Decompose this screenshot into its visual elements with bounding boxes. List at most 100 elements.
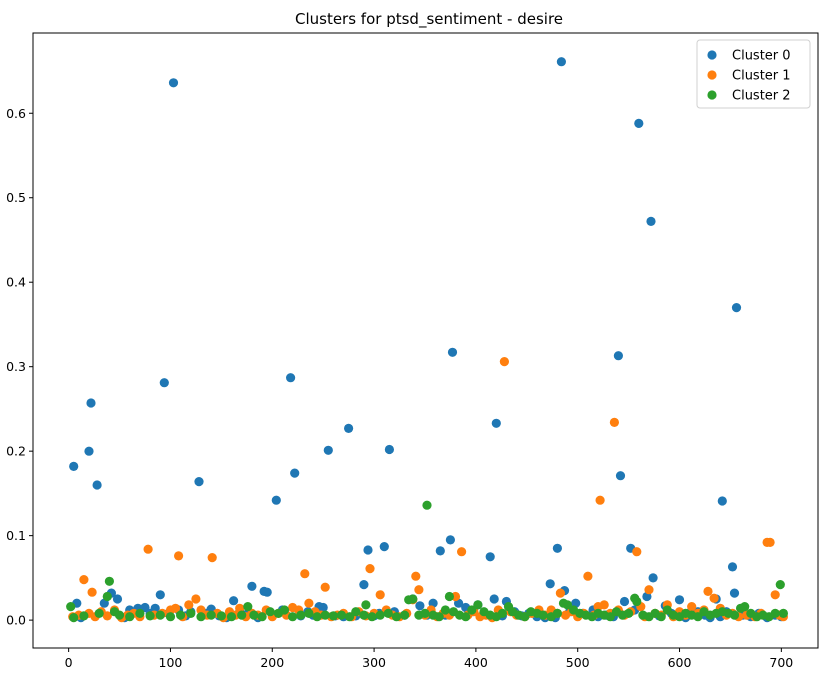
cluster-0-point (69, 461, 79, 471)
cluster-1-point (304, 598, 314, 608)
y-tick-label: 0.6 (6, 106, 26, 121)
cluster-2-point (94, 608, 104, 619)
cluster-2-point (440, 605, 450, 615)
cluster-0-point (485, 552, 495, 562)
cluster-0-point (491, 418, 501, 428)
y-tick-label: 0.5 (6, 190, 26, 205)
cluster-2-point (165, 612, 176, 622)
cluster-0-point (112, 594, 123, 604)
x-tick-label: 600 (668, 655, 692, 670)
cluster-0-point (323, 445, 333, 455)
x-tick-label: 700 (769, 655, 793, 670)
cluster-2-point (434, 612, 444, 622)
cluster-0-point (194, 477, 204, 487)
cluster-0-point (155, 590, 165, 600)
cluster-0-point (445, 535, 455, 545)
cluster-1-point (632, 547, 642, 557)
cluster-1-point (365, 564, 375, 574)
cluster-2-point (740, 602, 750, 612)
cluster-2-point (422, 500, 432, 510)
cluster-0-point (86, 398, 96, 408)
cluster-0-point (717, 496, 727, 506)
legend-label: Cluster 0 (732, 49, 791, 64)
cluster-0-point (552, 543, 563, 553)
legend: Cluster 0 Cluster 1 Cluster 2 (696, 39, 811, 109)
cluster-2-point (257, 612, 267, 622)
cluster-1-point (320, 582, 330, 592)
cluster-1-point (595, 495, 605, 505)
cluster-1-point (300, 569, 310, 579)
cluster-0-point (159, 378, 169, 388)
cluster-0-point (447, 347, 458, 357)
cluster-0-point (674, 595, 685, 605)
cluster-1-point (687, 602, 697, 612)
cluster-0-point (262, 587, 272, 597)
cluster-2-point (383, 608, 393, 619)
cluster-1-point (191, 594, 201, 604)
cluster-1-point (207, 553, 217, 563)
cluster-2-point (328, 611, 338, 621)
cluster-0-point (729, 588, 740, 598)
cluster-0-point (168, 78, 179, 88)
cluster-2-point (693, 612, 703, 622)
cluster-2-point (104, 576, 114, 586)
cluster-1-point (411, 571, 421, 581)
cluster-2-point (196, 612, 206, 622)
cluster-0-point (344, 423, 354, 433)
cluster-2-point (770, 608, 780, 619)
cluster-2-point (216, 611, 226, 621)
cluster-1-point (583, 571, 593, 581)
cluster-2-point (243, 602, 253, 612)
cluster-0-point (615, 471, 626, 481)
cluster-0-point (489, 594, 499, 604)
cluster-1-point (703, 586, 713, 597)
legend-marker (707, 50, 717, 60)
cluster-2-point (249, 610, 259, 620)
cluster-1-point (170, 603, 181, 613)
cluster-0-point (359, 580, 369, 590)
cluster-0-point (363, 545, 373, 555)
cluster-0-point (435, 546, 445, 556)
cluster-2-point (226, 612, 237, 622)
cluster-2-point (336, 610, 347, 620)
cluster-2-point (420, 608, 430, 619)
cluster-2-point (176, 610, 186, 620)
cluster-2-point (359, 610, 369, 620)
cluster-2-point (135, 608, 145, 619)
x-tick-label: 0 (65, 655, 73, 670)
x-axis: 0 100 200 300 400 500 600 700 (65, 648, 793, 670)
chart-title: Clusters for ptsd_sentiment - desire (295, 10, 563, 29)
cluster-0-point (415, 601, 425, 611)
cluster-2-point (186, 608, 196, 619)
cluster-2-point (467, 605, 477, 615)
cluster-0-point (247, 581, 257, 591)
cluster-2-point (662, 605, 672, 615)
cluster-1-point (555, 588, 566, 598)
cluster-2-point (367, 612, 377, 622)
cluster-2-point (69, 613, 79, 623)
cluster-0-point (379, 542, 389, 552)
cluster-2-point (145, 611, 155, 621)
cluster-0-point (84, 446, 94, 456)
cluster-2-point (775, 580, 785, 590)
y-tick-label: 0.3 (6, 359, 26, 374)
cluster-2-point (444, 591, 454, 602)
cluster-0-point (286, 373, 296, 383)
cluster-2-point (237, 610, 247, 620)
cluster-2-point (304, 608, 314, 619)
cluster-2-point (279, 605, 290, 615)
cluster-2-point (408, 594, 418, 604)
cluster-2-point (624, 608, 634, 619)
cluster-1-point (644, 585, 654, 595)
cluster-2-point (473, 600, 483, 610)
cluster-0-point (727, 562, 738, 572)
cluster-2-point (296, 610, 306, 620)
legend-box (696, 39, 811, 109)
cluster-0-point (648, 573, 658, 583)
cluster-2-point (312, 612, 322, 622)
cluster-2-point (632, 596, 642, 607)
cluster-2-point (552, 608, 563, 619)
cluster-2-point (79, 611, 89, 621)
x-tick-label: 500 (566, 655, 590, 670)
